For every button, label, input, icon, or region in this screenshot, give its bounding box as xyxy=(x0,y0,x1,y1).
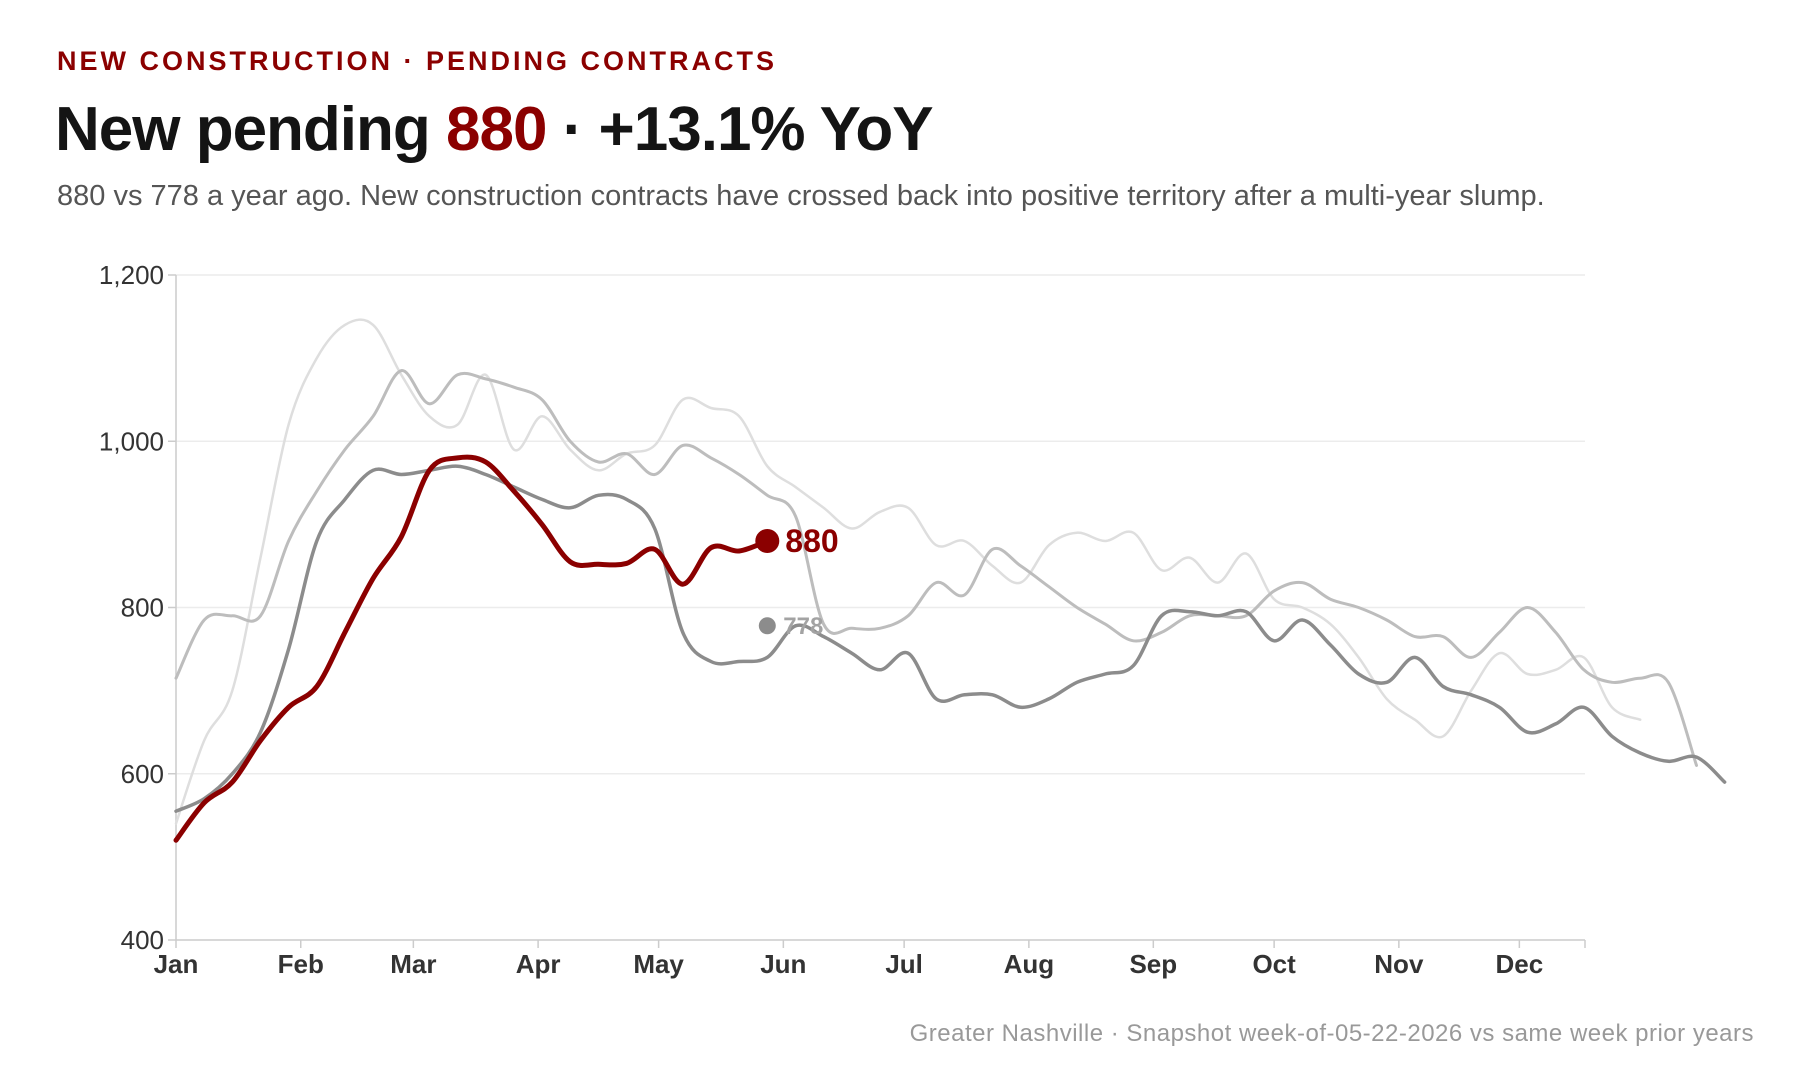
headline-prefix: New pending xyxy=(55,95,446,164)
x-tick-label: Sep xyxy=(1129,949,1177,979)
headline-suffix: · +13.1% YoY xyxy=(546,95,934,164)
x-tick-label: Mar xyxy=(390,949,436,979)
x-tick-label: Jun xyxy=(760,949,806,979)
headline-value: 880 xyxy=(446,95,547,164)
y-tick-label: 1,200 xyxy=(99,260,164,290)
series-line-two-years-ago xyxy=(174,369,1698,767)
x-tick-label: Nov xyxy=(1374,949,1424,979)
footer-note: Greater Nashville · Snapshot week-of-05-… xyxy=(909,1020,1754,1047)
page-title: New pending 880 · +13.1% YoY xyxy=(55,94,934,165)
y-tick-label: 600 xyxy=(121,759,164,789)
axes: 400 600 800 1,000 1,200 Jan Feb Mar Apr May Jun Jul… xyxy=(99,260,1586,979)
x-tick-label: Oct xyxy=(1252,949,1296,979)
x-tick-label: Apr xyxy=(516,949,561,979)
series-line-three-years-ago xyxy=(174,318,1642,825)
prior-endpoint-marker xyxy=(758,617,776,635)
y-tick-label: 1,000 xyxy=(99,426,164,456)
series-lines xyxy=(173,318,1727,843)
x-tick-label: Dec xyxy=(1496,949,1544,979)
x-tick-label: Jul xyxy=(885,949,923,979)
x-tick-label: Feb xyxy=(278,949,324,979)
subhead: 880 vs 778 a year ago. New construction … xyxy=(57,180,1545,212)
current-endpoint-label: 880 xyxy=(785,523,838,559)
eyebrow: NEW CONSTRUCTION · PENDING CONTRACTS xyxy=(57,46,777,76)
series-line-current-year xyxy=(173,454,770,843)
series-line-prior-year xyxy=(174,464,1727,813)
y-tick-label: 400 xyxy=(121,925,164,955)
x-tick-label: Jan xyxy=(154,949,199,979)
x-tick-label: May xyxy=(633,949,684,979)
prior-endpoint-label: 778 xyxy=(783,613,823,640)
gridlines xyxy=(176,274,1585,775)
annotations: 880 778 xyxy=(755,523,839,640)
x-tick-label: Aug xyxy=(1004,949,1055,979)
current-endpoint-marker xyxy=(755,529,780,553)
y-tick-label: 800 xyxy=(121,593,164,623)
